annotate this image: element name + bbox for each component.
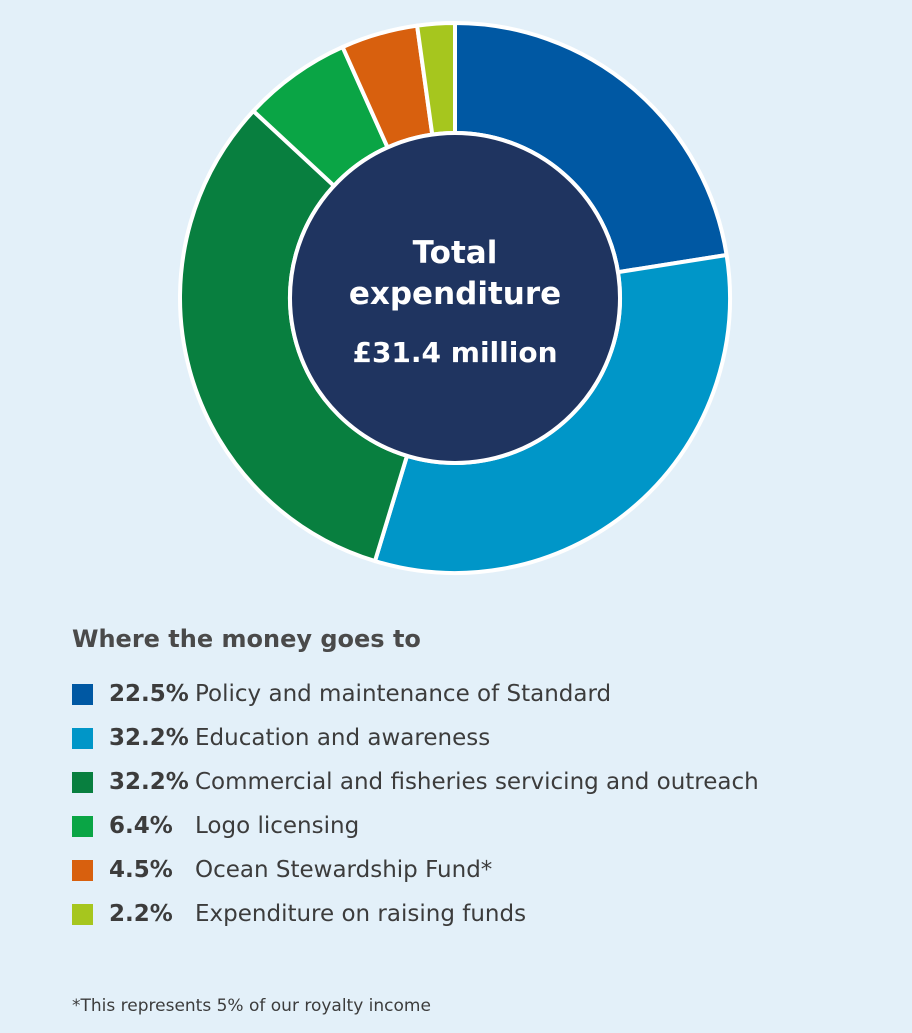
legend-swatch: [72, 727, 93, 749]
legend-swatch: [72, 815, 93, 837]
legend-label: Expenditure on raising funds: [195, 901, 527, 927]
legend-swatch: [72, 859, 93, 881]
legend-label: Ocean Stewardship Fund*: [195, 857, 493, 883]
legend-swatch: [72, 903, 93, 925]
legend-item: 6.4% Logo licensing: [72, 804, 892, 848]
center-label-line2: expenditure: [349, 276, 561, 312]
legend-item: 32.2% Education and awareness: [72, 716, 892, 760]
legend-title: Where the money goes to: [72, 625, 421, 653]
legend-label: Logo licensing: [195, 813, 360, 839]
center-label-line1: Total: [413, 235, 498, 271]
legend-item: 22.5% Policy and maintenance of Standard: [72, 672, 892, 716]
legend-label: Policy and maintenance of Standard: [195, 681, 612, 707]
legend-swatch: [72, 683, 93, 705]
legend-item: 32.2% Commercial and fisheries servicing…: [72, 760, 892, 804]
legend: Where the money goes to 22.5% Policy and…: [72, 622, 892, 936]
legend-percentage: 32.2%: [109, 769, 189, 795]
donut-center: [288, 131, 622, 465]
legend-percentage: 32.2%: [109, 725, 189, 751]
legend-item: 4.5% Ocean Stewardship Fund*: [72, 848, 892, 892]
legend-percentage: 2.2%: [109, 901, 173, 927]
legend-percentage: 6.4%: [109, 813, 173, 839]
legend-item: 2.2% Expenditure on raising funds: [72, 892, 892, 936]
footnote: *This represents 5% of our royalty incom…: [72, 996, 431, 1016]
legend-label: Education and awareness: [195, 725, 491, 751]
legend-swatch: [72, 771, 93, 793]
center-label-value: £31.4 million: [352, 336, 557, 369]
legend-label: Commercial and fisheries servicing and o…: [195, 769, 759, 795]
legend-percentage: 22.5%: [109, 681, 189, 707]
legend-percentage: 4.5%: [109, 857, 173, 883]
donut-chart: Total expenditure £31.4 million: [178, 21, 732, 575]
